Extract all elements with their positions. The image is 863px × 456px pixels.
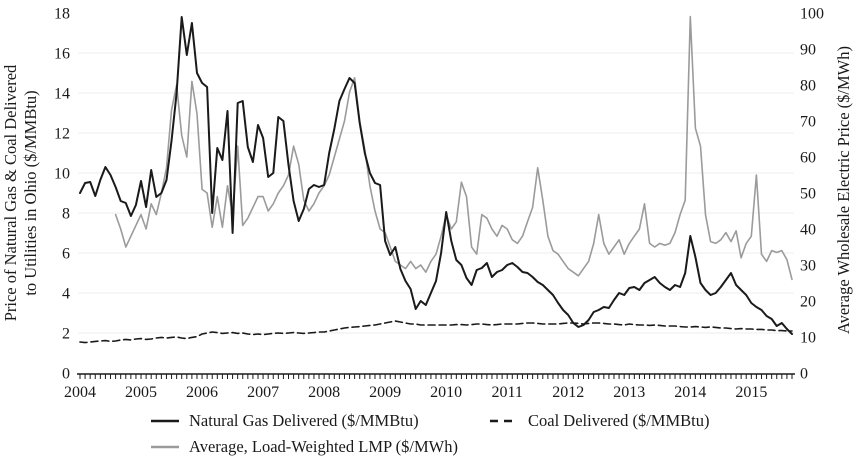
y-right-tick-label: 50: [800, 186, 816, 203]
x-tick-label: 2004: [64, 384, 96, 401]
legend-item-natural-gas: Natural Gas Delivered ($/MMBtu): [150, 411, 419, 431]
legend-label-coal: Coal Delivered ($/MMBtu): [528, 411, 710, 430]
y-left-tick-label: 4: [62, 286, 70, 303]
legend-label-natural-gas: Natural Gas Delivered ($/MMBtu): [189, 411, 419, 430]
y-axis-left-ticks: 0 2 4 6 8 10 12 14 16 18: [54, 6, 70, 383]
y-left-tick-label: 12: [54, 126, 70, 143]
legend-item-lmp: Average, Load-Weighted LMP ($/MWh): [150, 437, 458, 456]
solid-gray-line-icon: [151, 445, 179, 449]
y-right-tick-label: 0: [800, 366, 808, 383]
left-axis-title-line2: to Utilities in Ohio ($/MMBtu): [21, 90, 40, 295]
x-tick-label: 2009: [369, 384, 401, 401]
x-tick-label: 2014: [674, 384, 706, 401]
y-right-tick-label: 100: [800, 6, 824, 23]
gridlines: [78, 52, 794, 334]
x-tick-label: 2013: [613, 384, 645, 401]
series-line-natural-gas: [79, 16, 793, 335]
right-axis-title: Average Wholesale Electric Price ($/MWh): [834, 46, 853, 334]
line-chart: 2004 2005 2006 2007 2008 2009 2010 2011 2012 2013…: [1, 6, 853, 402]
y-left-tick-label: 0: [62, 366, 70, 383]
y-right-tick-label: 70: [800, 114, 816, 131]
dashed-black-line-icon: [490, 419, 518, 423]
y-right-tick-label: 20: [800, 294, 816, 311]
series-line-lmp: [114, 15, 793, 281]
x-tick-label: 2007: [247, 384, 279, 401]
y-left-tick-label: 10: [54, 166, 70, 183]
y-left-tick-label: 16: [54, 46, 70, 63]
y-left-tick-label: 18: [54, 6, 70, 23]
x-tick-label: 2010: [430, 384, 462, 401]
y-right-tick-label: 80: [800, 78, 816, 95]
x-tick-label: 2011: [491, 384, 522, 401]
plot-lines: [79, 15, 793, 344]
x-tick-label: 2008: [308, 384, 340, 401]
left-axis-title-line1: Price of Natural Gas & Coal Delivered: [1, 64, 20, 321]
y-left-tick-label: 2: [62, 326, 70, 343]
legend-item-coal: Coal Delivered ($/MMBtu): [489, 411, 709, 431]
x-tick-label: 2005: [125, 384, 157, 401]
y-right-tick-label: 40: [800, 222, 816, 239]
y-axis-right-ticks: 0 10 20 30 40 50 60 70 80 90 100: [800, 6, 824, 383]
y-right-tick-label: 90: [800, 42, 816, 59]
y-left-tick-label: 14: [54, 86, 70, 103]
x-tick-label: 2015: [735, 384, 767, 401]
series-line-coal: [79, 320, 793, 344]
y-right-tick-label: 60: [800, 150, 816, 167]
legend-label-lmp: Average, Load-Weighted LMP ($/MWh): [189, 437, 459, 456]
solid-black-line-icon: [151, 419, 179, 423]
x-tick-label: 2012: [552, 384, 584, 401]
x-tick-label: 2006: [186, 384, 218, 401]
y-right-tick-label: 10: [800, 330, 816, 347]
y-right-tick-label: 30: [800, 258, 816, 275]
y-left-tick-label: 8: [62, 206, 70, 223]
y-left-tick-label: 6: [62, 246, 70, 263]
x-axis: 2004 2005 2006 2007 2008 2009 2010 2011 2012 2013…: [64, 373, 795, 401]
